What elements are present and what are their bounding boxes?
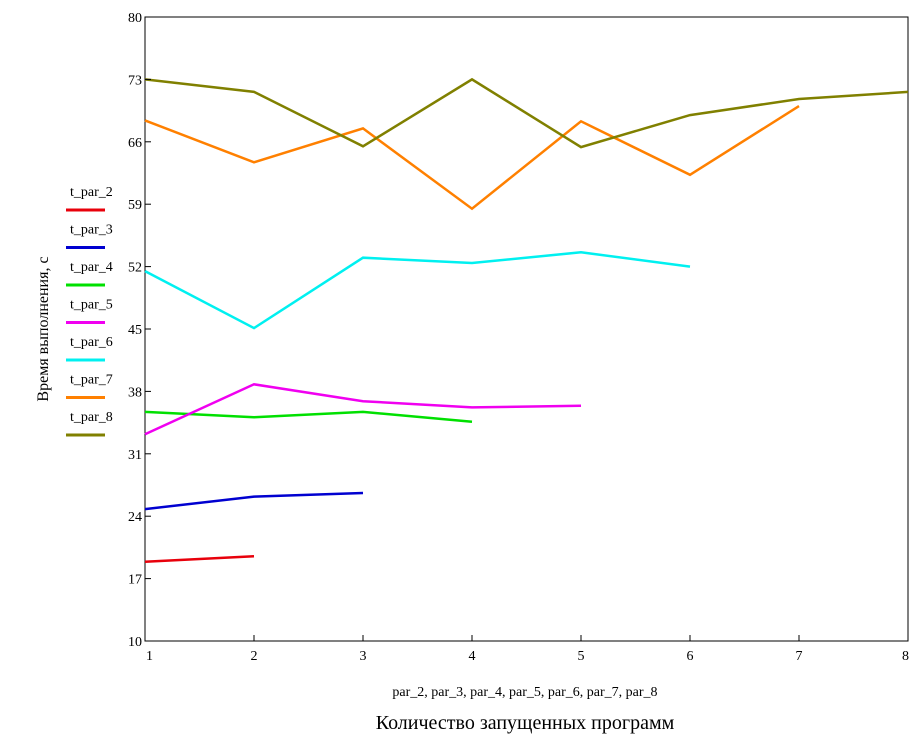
- legend-label: t_par_5: [70, 298, 113, 313]
- y-tick-label: 80: [128, 11, 142, 26]
- legend-label: t_par_3: [70, 223, 113, 238]
- y-tick-label: 59: [128, 198, 142, 213]
- x-tick-label: 4: [469, 649, 476, 664]
- series-line-t-par-2: [144, 555, 255, 563]
- series-line-t-par-6: [144, 251, 691, 330]
- y-tick-label: 73: [128, 73, 142, 88]
- y-tick-label: 52: [128, 261, 142, 276]
- x-tick-label: 8: [902, 649, 909, 664]
- x-tick-label: 3: [360, 649, 367, 664]
- series-line-t-par-7: [144, 105, 800, 211]
- y-tick-label: 45: [128, 323, 142, 338]
- y-tick-label: 31: [128, 448, 142, 463]
- y-tick-label: 10: [128, 635, 142, 650]
- x-tick-label: 6: [687, 649, 694, 664]
- legend-label: t_par_4: [70, 260, 113, 275]
- series-layer: [144, 77, 909, 563]
- x-tick-label: 7: [796, 649, 803, 664]
- y-tick-label: 66: [128, 136, 142, 151]
- x-tick-label: 5: [578, 649, 585, 664]
- series-line-t-par-8: [144, 77, 909, 149]
- y-axis-title: Время выполнения, с: [35, 256, 52, 401]
- series-line-t-par-3: [144, 491, 364, 511]
- legend-label: t_par_6: [70, 335, 113, 350]
- series-line-t-par-4: [144, 410, 473, 423]
- series-line-t-par-5: [144, 383, 582, 436]
- x-axis-sub-label: par_2, par_3, par_4, par_5, par_6, par_7…: [392, 685, 657, 700]
- legend-label: t_par_7: [70, 373, 113, 388]
- y-tick-label: 24: [128, 510, 142, 525]
- x-tick-label: 1: [146, 649, 153, 664]
- legend-label: t_par_2: [70, 185, 113, 200]
- y-tick-label: 38: [128, 385, 142, 400]
- x-axis-title: Количество запущенных программ: [376, 712, 675, 734]
- y-tick-label: 17: [128, 573, 142, 588]
- legend: t_par_2 t_par_3 t_par_4 t_par_5 t_par_6 t_par…: [66, 185, 113, 437]
- legend-label: t_par_8: [70, 410, 113, 425]
- x-tick-label: 2: [251, 649, 258, 664]
